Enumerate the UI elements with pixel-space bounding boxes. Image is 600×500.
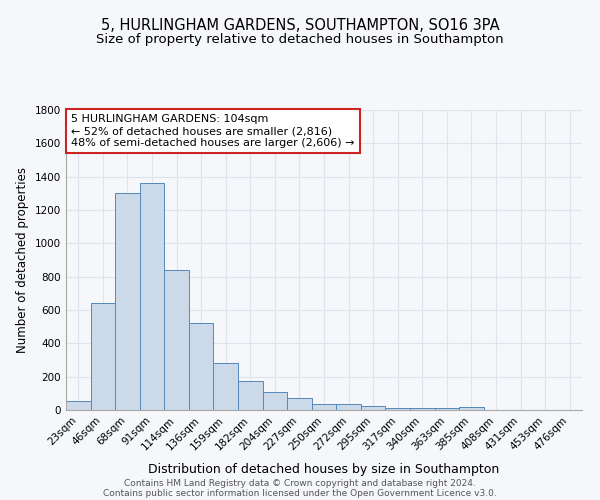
Bar bbox=[140, 184, 164, 410]
Text: 5 HURLINGHAM GARDENS: 104sqm
← 52% of detached houses are smaller (2,816)
48% of: 5 HURLINGHAM GARDENS: 104sqm ← 52% of de… bbox=[71, 114, 355, 148]
Bar bbox=[214, 362, 238, 410]
Bar bbox=[287, 398, 312, 410]
Bar bbox=[434, 408, 459, 410]
Bar bbox=[410, 408, 434, 410]
Bar bbox=[263, 392, 287, 410]
Bar bbox=[189, 322, 214, 410]
Bar bbox=[91, 304, 115, 410]
Bar bbox=[336, 404, 361, 410]
X-axis label: Distribution of detached houses by size in Southampton: Distribution of detached houses by size … bbox=[148, 463, 500, 476]
Text: Size of property relative to detached houses in Southampton: Size of property relative to detached ho… bbox=[96, 32, 504, 46]
Text: 5, HURLINGHAM GARDENS, SOUTHAMPTON, SO16 3PA: 5, HURLINGHAM GARDENS, SOUTHAMPTON, SO16… bbox=[101, 18, 499, 32]
Bar bbox=[385, 408, 410, 410]
Bar bbox=[238, 381, 263, 410]
Bar bbox=[361, 406, 385, 410]
Bar bbox=[459, 407, 484, 410]
Bar bbox=[115, 194, 140, 410]
Bar bbox=[164, 270, 189, 410]
Y-axis label: Number of detached properties: Number of detached properties bbox=[16, 167, 29, 353]
Bar bbox=[66, 401, 91, 410]
Bar bbox=[312, 404, 336, 410]
Text: Contains public sector information licensed under the Open Government Licence v3: Contains public sector information licen… bbox=[103, 488, 497, 498]
Text: Contains HM Land Registry data © Crown copyright and database right 2024.: Contains HM Land Registry data © Crown c… bbox=[124, 478, 476, 488]
